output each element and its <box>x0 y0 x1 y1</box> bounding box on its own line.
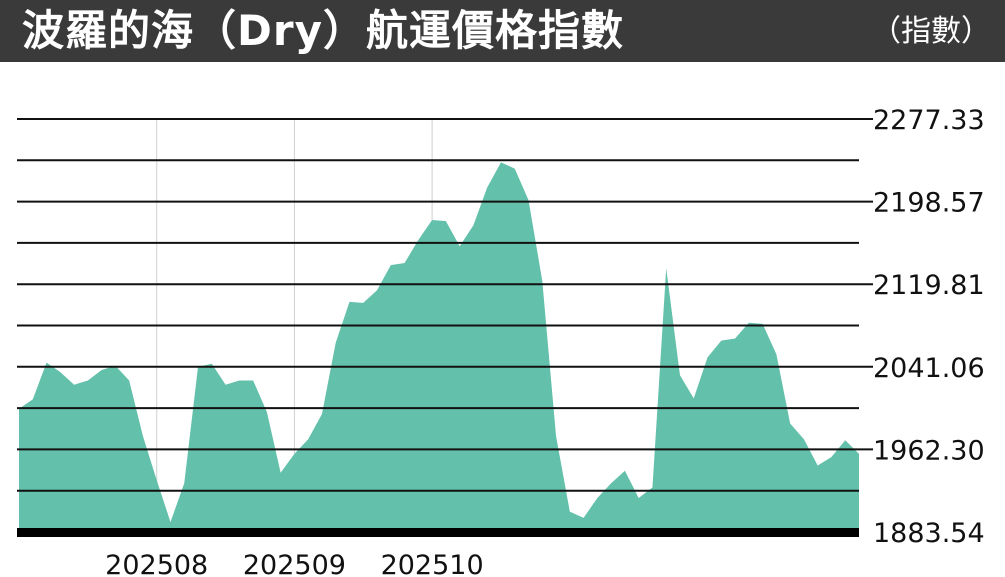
y-tick-label: 2119.81 <box>873 270 985 301</box>
chart-header: 波羅的海（Dry）航運價格指數 （指數） <box>0 0 1005 62</box>
horizontal-gridlines <box>17 118 873 492</box>
unit-label: （指數） <box>871 14 991 49</box>
baseline-bar <box>17 528 859 537</box>
x-tick-label: 202508 <box>105 550 208 577</box>
x-tick-labels: 202508 202509 202510 <box>105 550 483 577</box>
x-tick-label: 202510 <box>381 550 484 577</box>
area-series <box>19 162 859 532</box>
x-tick-label: 202509 <box>243 550 346 577</box>
y-tick-label: 2041.06 <box>873 353 985 384</box>
y-tick-label: 1883.54 <box>873 518 985 549</box>
y-tick-label: 2198.57 <box>873 188 985 219</box>
chart-title: 波羅的海（Dry）航運價格指數 <box>22 6 624 55</box>
y-tick-label: 2277.33 <box>873 105 985 136</box>
y-tick-label: 1962.30 <box>873 435 985 466</box>
y-tick-labels: 2277.33 2198.57 2119.81 2041.06 1962.30 1883.… <box>873 105 985 549</box>
